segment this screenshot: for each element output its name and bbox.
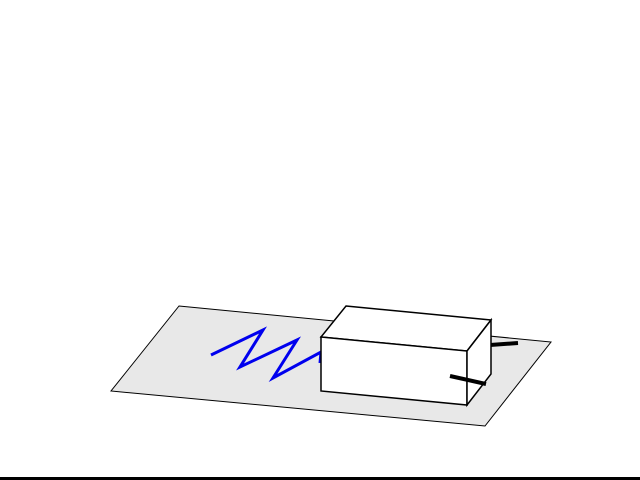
back-axle-rod	[489, 341, 519, 347]
bottom-border	[0, 477, 640, 480]
block-side-face	[466, 317, 492, 408]
front-axle-rod	[449, 374, 487, 386]
